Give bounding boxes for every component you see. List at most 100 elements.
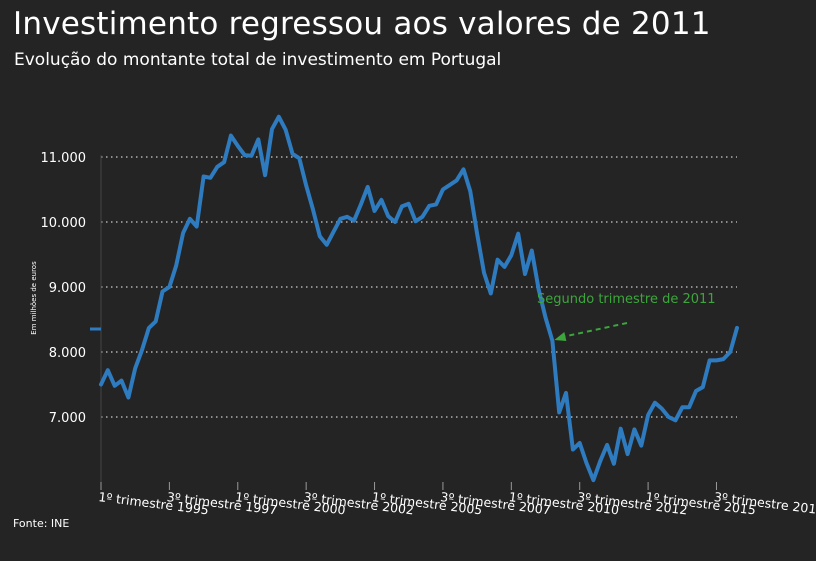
data-point [366, 185, 369, 189]
data-point [175, 264, 178, 267]
data-point [510, 254, 513, 257]
data-point [209, 176, 212, 179]
data-point [270, 127, 274, 131]
y-tick-label: 7.000 [49, 411, 86, 426]
annotation-arrow-line [562, 322, 628, 338]
y-tick-label: 8.000 [49, 346, 86, 361]
data-point [544, 316, 547, 319]
chart-subtitle: Evolução do montante total de investimen… [14, 50, 502, 70]
data-point [653, 401, 657, 404]
data-point [475, 232, 479, 235]
y-tick-label: 10.000 [41, 216, 87, 231]
gridlines [100, 155, 737, 482]
y-axis-label: Em milhões de euros [30, 261, 38, 335]
data-point [229, 134, 233, 137]
data-point [298, 157, 301, 160]
data-point [99, 383, 103, 386]
data-point [626, 452, 629, 456]
data-point [168, 285, 171, 289]
data-point [373, 209, 376, 213]
series [99, 114, 739, 483]
data-point [558, 411, 561, 414]
data-point [325, 243, 328, 246]
data-point [195, 225, 198, 228]
data-point [469, 190, 472, 193]
data-point [257, 138, 260, 141]
data-point [564, 391, 568, 395]
data-point [633, 428, 636, 431]
y-axis-ticks: 7.000 8.000 9.000 10.000 11.000 [41, 151, 87, 426]
data-point [571, 448, 575, 451]
data-point [346, 215, 349, 218]
data-point [243, 153, 246, 157]
data-point [715, 359, 718, 362]
data-point [318, 235, 321, 238]
annotation-label: Segundo trimestre de 2011 [537, 292, 716, 307]
data-point [701, 385, 704, 389]
data-point [434, 203, 438, 206]
data-point [188, 217, 192, 220]
data-point [687, 406, 691, 409]
data-point [523, 272, 527, 276]
data-point [147, 326, 151, 330]
data-point [359, 203, 363, 206]
data-point [161, 290, 164, 293]
data-point [640, 444, 643, 447]
data-point [277, 115, 280, 118]
data-point [729, 350, 732, 354]
annotation-arrow-head [554, 331, 567, 341]
data-point [291, 152, 294, 155]
data-point [735, 326, 739, 330]
data-point [503, 265, 506, 269]
data-point [530, 249, 533, 252]
data-point [216, 165, 219, 168]
data-point [585, 461, 588, 465]
data-point [612, 462, 616, 465]
source-note: Fonte: INE [13, 517, 70, 530]
data-point [113, 384, 116, 387]
data-point [578, 441, 581, 445]
data-point [537, 288, 540, 291]
data-point [694, 389, 698, 393]
data-point [393, 220, 397, 224]
data-point [441, 188, 445, 191]
data-point [414, 220, 417, 223]
data-point [708, 359, 711, 362]
data-point [263, 174, 267, 177]
data-point [387, 214, 390, 218]
data-point [222, 161, 226, 164]
chart-title: Investimento regressou aos valores de 20… [13, 6, 711, 42]
data-point [722, 357, 725, 361]
data-point [551, 339, 554, 343]
data-point [134, 367, 137, 370]
y-tick-label: 9.000 [49, 281, 86, 296]
data-point [605, 443, 609, 447]
data-point [496, 258, 499, 261]
y-tick-label: 11.000 [41, 151, 87, 166]
data-point [667, 415, 670, 419]
data-point [592, 478, 595, 482]
data-point [332, 230, 335, 233]
data-point [646, 413, 650, 417]
data-point [106, 369, 110, 372]
data-point [120, 379, 123, 382]
data-point [202, 175, 205, 178]
data-point [482, 271, 486, 274]
data-point [619, 427, 622, 430]
data-point [448, 183, 451, 187]
data-point [311, 208, 315, 211]
data-point [407, 202, 410, 205]
data-point [428, 204, 431, 207]
data-point [681, 406, 684, 409]
data-point [181, 231, 185, 235]
data-point [421, 215, 424, 218]
data-point [250, 154, 253, 157]
data-point [305, 184, 308, 187]
data-point [599, 460, 602, 463]
data-point [489, 292, 492, 295]
annotation: Segundo trimestre de 2011 [537, 292, 716, 341]
data-point [455, 179, 458, 182]
data-point [140, 348, 144, 352]
